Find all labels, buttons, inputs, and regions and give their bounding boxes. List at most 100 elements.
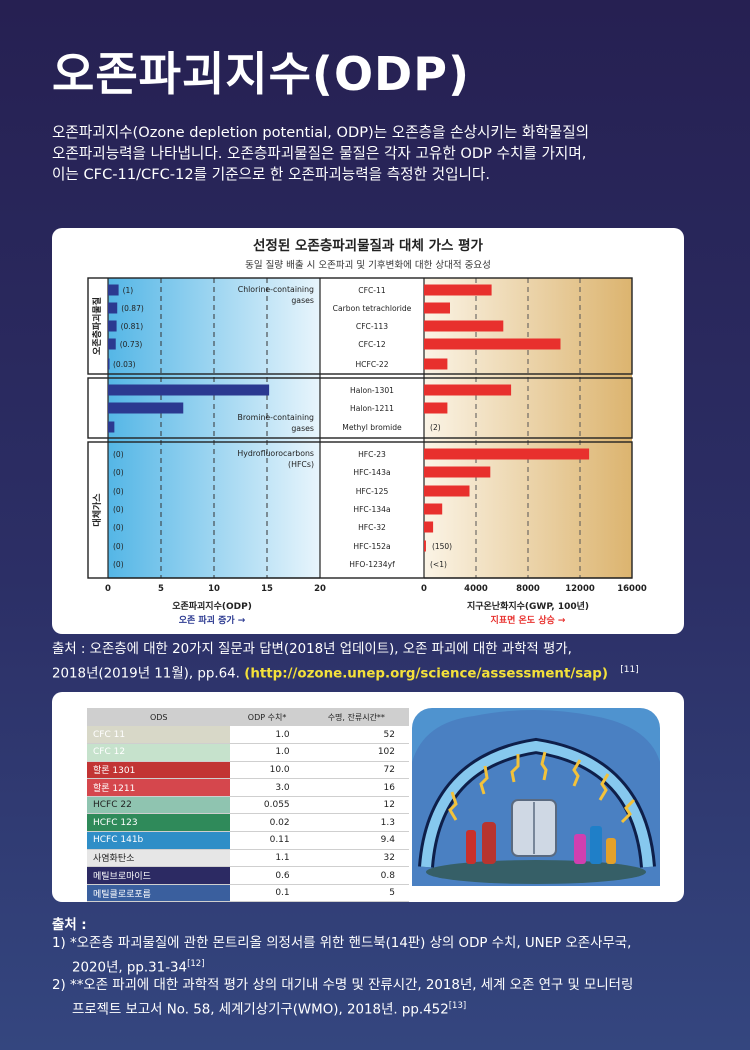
odp-value: 1.0 <box>230 726 304 745</box>
odp-tick-label: 20 <box>314 584 326 594</box>
odp-value: 1.0 <box>230 743 304 762</box>
category-label: CFC-11 <box>358 286 386 295</box>
odp-bar <box>108 402 184 414</box>
odp-value-label: (0.81) <box>121 322 144 331</box>
lifetime-value: 5 <box>303 884 409 903</box>
odp-value-label: (0.03) <box>113 360 136 369</box>
odp-tick-label: 15 <box>261 584 273 594</box>
gwp-bar <box>424 358 448 370</box>
table-row: HCFC 123 0.02 1.3 <box>87 813 409 833</box>
gwp-bar <box>424 540 426 552</box>
lifetime-value: 102 <box>303 743 409 762</box>
odp-value: 0.6 <box>230 866 304 885</box>
intro-line: 이는 CFC-11/CFC-12를 기준으로 한 오존파괴능력을 측정한 것입니… <box>52 166 490 183</box>
gwp-bar <box>424 338 561 350</box>
odp-value-label: (0.87) <box>121 304 144 313</box>
odp-value: 0.02 <box>230 813 304 833</box>
table-row: 사염화탄소 1.1 32 <box>87 849 409 868</box>
category-label: HCFC-22 <box>355 360 388 369</box>
table-row: 메틸클로로포름 0.1 5 <box>87 884 409 903</box>
odp-value-label: (0) <box>113 523 124 532</box>
annotation-hfc: Hydrofluorocarbons <box>237 449 314 458</box>
odp-bar <box>108 320 117 332</box>
gwp-bar <box>424 320 504 332</box>
category-label: Methyl bromide <box>342 423 402 432</box>
gwp-tick-label: 8000 <box>516 584 540 594</box>
odp-value-label: (0) <box>113 542 124 551</box>
category-label: Halon-1211 <box>350 404 394 413</box>
category-label: Carbon tetrachloride <box>333 304 412 313</box>
ods-name: HCFC 22 <box>87 796 231 815</box>
odp-arrow-label: 오존 파괴 증가 → <box>179 614 246 626</box>
gwp-arrow-label: 지표면 온도 상승 → <box>491 614 566 626</box>
gwp-bar <box>424 402 448 414</box>
odp-value: 0.055 <box>230 796 304 815</box>
category-label: CFC-113 <box>356 322 388 331</box>
footnote-ref: [13] <box>448 1001 467 1011</box>
source-link[interactable]: (http://ozone.unep.org/science/assessmen… <box>244 666 608 682</box>
lifetime-value: 32 <box>303 849 409 868</box>
intro-paragraph: 오존파괴지수(Ozone depletion potential, ODP)는 … <box>52 122 712 185</box>
footnote-ref: [12] <box>187 959 205 969</box>
ods-name: 메틸클로로포름 <box>87 884 231 903</box>
table-header-row: ODS ODP 수치* 수명, 잔류시간** <box>87 708 409 726</box>
table-row: 할론 1301 10.0 72 <box>87 761 409 780</box>
odp-value: 3.0 <box>230 778 304 797</box>
odp-gwp-chart: 선정된 오존층파괴물질과 대체 가스 평가 동일 질량 배출 시 오존파괴 및 … <box>87 237 647 626</box>
source-text-2: 2018년(2019년 11월), pp.64. <box>52 666 240 682</box>
gwp-value-label: (<1) <box>430 560 447 569</box>
group-frame <box>87 441 633 579</box>
odp-tick-label: 10 <box>208 584 220 594</box>
odp-value-label: (0) <box>113 505 124 514</box>
footnote-line: 프로젝트 보고서 No. 58, 세계기상기구(WMO), 2018년. pp.… <box>72 1002 449 1018</box>
odp-value: 1.1 <box>230 849 304 868</box>
gwp-tick-label: 0 <box>421 584 427 594</box>
group-frame <box>87 277 633 375</box>
group-label-ods: 오존층파괴물질 <box>91 297 103 355</box>
ods-name: 할론 1301 <box>87 761 231 780</box>
odp-bar <box>108 338 116 350</box>
annotation-chlorine: gases <box>291 296 314 305</box>
intro-line: 오존파괴능력을 나타냅니다. 오존층파괴물질은 물질은 각자 고유한 ODP 수… <box>52 145 587 162</box>
label-panel-bg <box>320 278 424 578</box>
category-label: HFO-1234yf <box>349 560 395 569</box>
gwp-tick-label: 4000 <box>464 584 488 594</box>
table-card: ODS ODP 수치* 수명, 잔류시간** CFC 11 1.0 52 CFC 12… <box>52 692 684 903</box>
odp-bar <box>108 284 119 296</box>
ods-name: 메틸브로마이드 <box>87 866 231 885</box>
odp-value-label: (0) <box>113 487 124 496</box>
category-label: HFC-143a <box>353 468 390 477</box>
lifetime-value: 12 <box>303 796 409 815</box>
ods-name: 사염화탄소 <box>87 849 231 868</box>
chart-subtitle: 동일 질량 배출 시 오존파괴 및 기후변화에 대한 상대적 중요성 <box>245 259 491 271</box>
odp-value: 0.11 <box>230 831 304 850</box>
ods-table: ODS ODP 수치* 수명, 잔류시간** CFC 11 1.0 52 CFC 12… <box>87 708 409 903</box>
footnote-line: 1) *오존층 파괴물질에 관한 몬트리올 의정서를 위한 핸드북(14판) 상… <box>52 936 632 951</box>
header-ods: ODS <box>87 708 231 726</box>
ods-name: CFC 12 <box>87 743 231 762</box>
intro-line: 오존파괴지수(Ozone depletion potential, ODP)는 … <box>52 124 590 141</box>
gwp-bar <box>424 384 512 396</box>
lifetime-value: 72 <box>303 761 409 780</box>
category-label: HFC-152a <box>353 542 390 551</box>
header-odp: ODP 수치* <box>230 708 304 726</box>
annotation-bromine: Bromine-containing <box>238 413 315 422</box>
gwp-tick-label: 12000 <box>565 584 595 594</box>
ods-name: HCFC 123 <box>87 813 231 833</box>
table-row: HCFC 22 0.055 12 <box>87 796 409 815</box>
lifetime-value: 9.4 <box>303 831 409 850</box>
gwp-value-label: (150) <box>432 542 452 551</box>
odp-value-label: (1) <box>123 286 134 295</box>
ods-name: CFC 11 <box>87 726 231 745</box>
table-row: CFC 12 1.0 102 <box>87 743 409 762</box>
chart-card: 선정된 오존층파괴물질과 대체 가스 평가 동일 질량 배출 시 오존파괴 및 … <box>52 228 684 634</box>
odp-value-label: (0.73) <box>120 340 143 349</box>
category-label: CFC-12 <box>358 340 386 349</box>
table-row: CFC 11 1.0 52 <box>87 726 409 745</box>
gwp-bar <box>424 284 492 296</box>
table-row: 메틸브로마이드 0.6 0.8 <box>87 866 409 885</box>
odp-tick-label: 5 <box>158 584 164 594</box>
group-frame <box>87 377 633 439</box>
odp-value-label: (0) <box>113 560 124 569</box>
odp-axis-label: 오존파괴지수(ODP) <box>172 600 252 612</box>
